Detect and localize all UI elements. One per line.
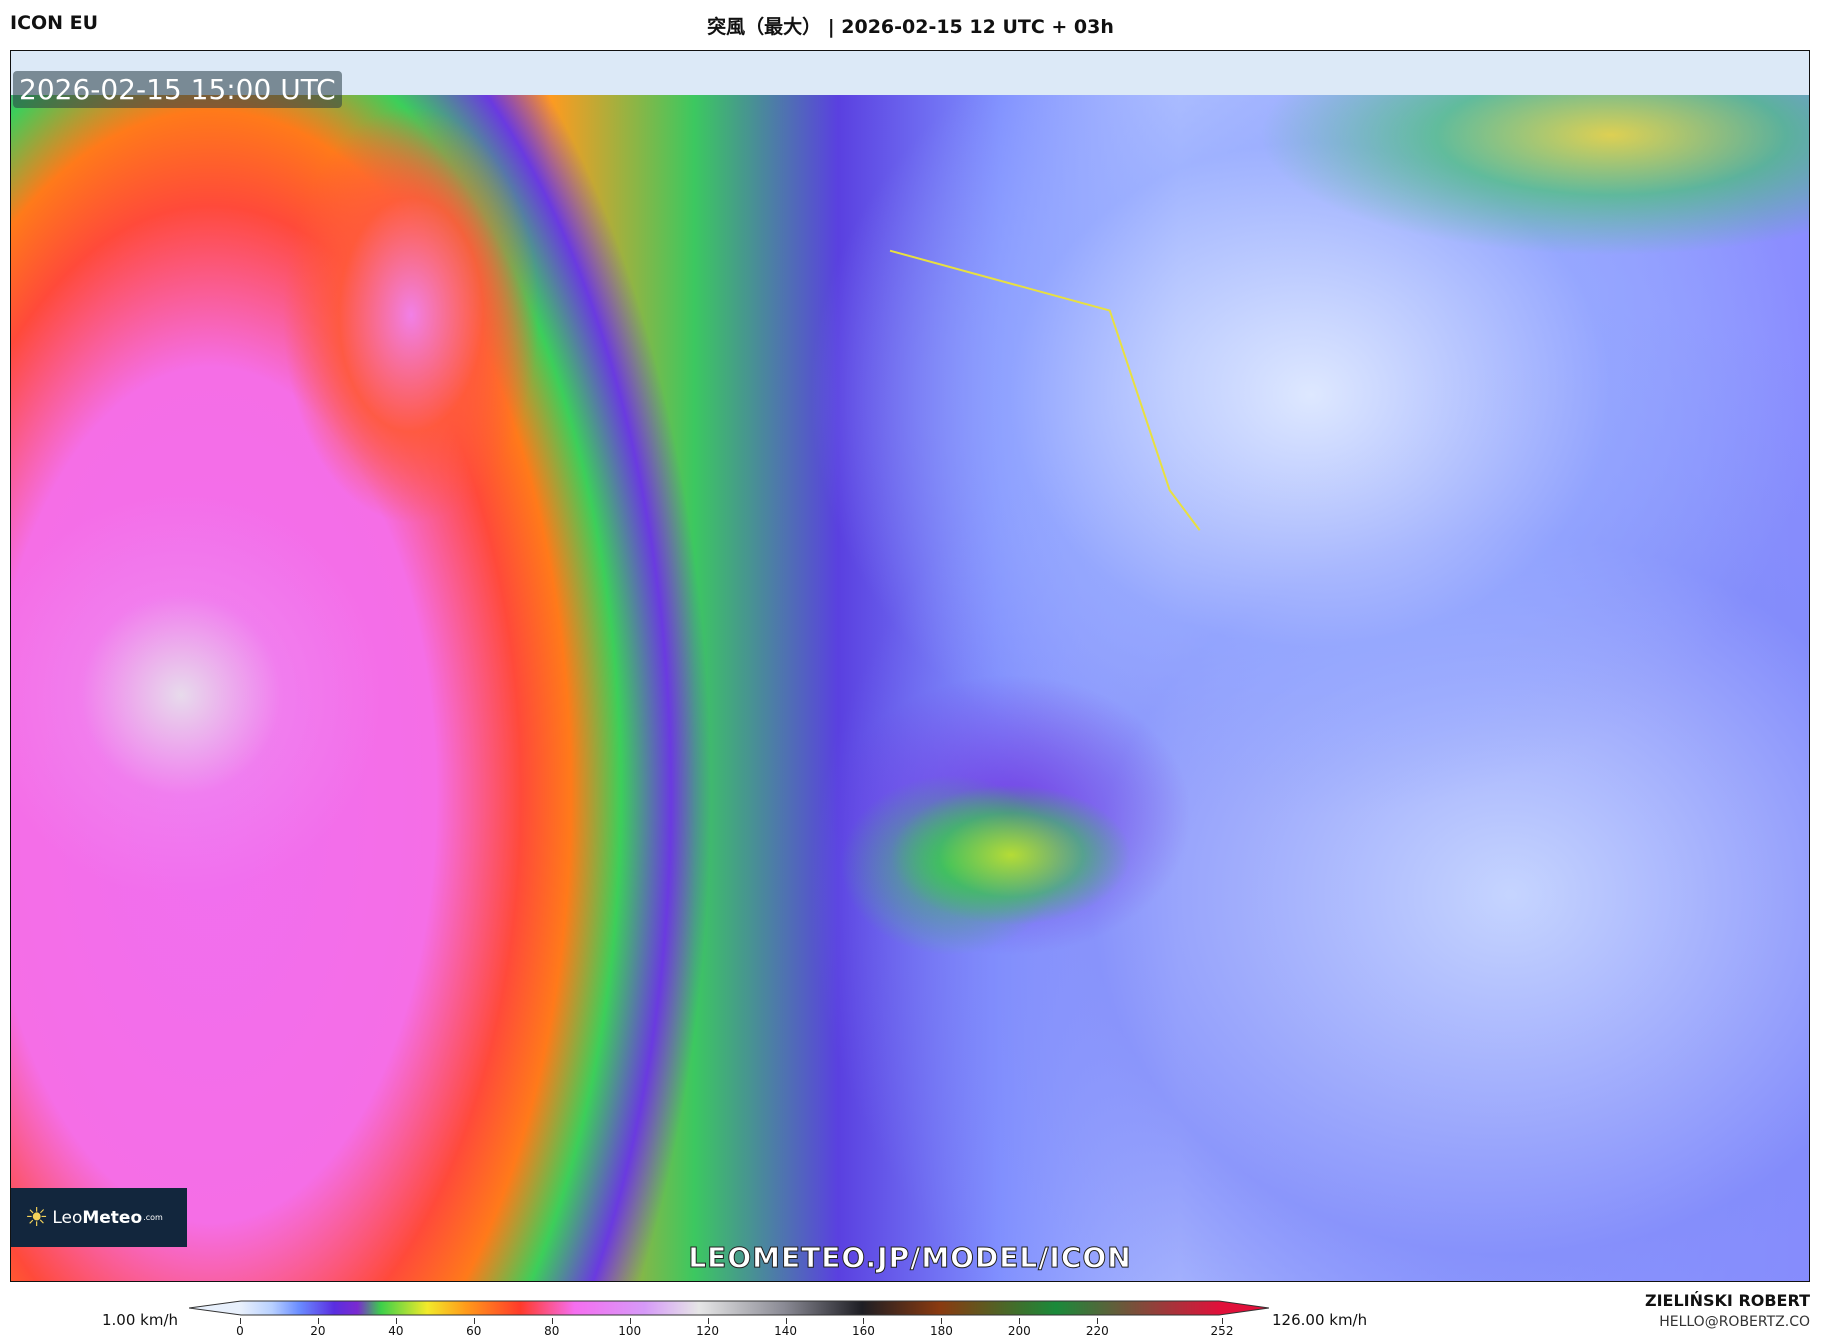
watermark: LEOMETEO.JP/MODEL/ICON	[688, 1241, 1132, 1275]
colorbar-min-label: 1.00 km/h	[102, 1311, 179, 1329]
colorbar-bar	[189, 1300, 1269, 1316]
valid-time-label: 2026-02-15 15:00 UTC	[13, 71, 342, 108]
country-borders	[889, 249, 1201, 531]
colorbar-tick-label: 40	[388, 1324, 404, 1338]
colorbar-tick-mark	[629, 1318, 631, 1324]
colorbar-tick-label: 252	[1210, 1324, 1234, 1338]
author-email: HELLO@ROBERTZ.CO	[1659, 1314, 1810, 1330]
colorbar-tick-label: 60	[466, 1324, 482, 1338]
colorbar-tick-mark	[785, 1318, 787, 1324]
colorbar-tick-label: 0	[236, 1324, 244, 1338]
colorbar-tick-label: 100	[618, 1324, 642, 1338]
colorbar-tick-mark	[551, 1318, 553, 1324]
model-name: ICON EU	[10, 12, 99, 34]
colorbar-tick-label: 80	[544, 1324, 560, 1338]
colorbar-tick-label: 120	[696, 1324, 720, 1338]
colorbar-max-label: 126.00 km/h	[1272, 1311, 1368, 1329]
colorbar-tick-label: 180	[929, 1324, 953, 1338]
colorbar	[189, 1300, 1269, 1316]
colorbar-tick-mark	[941, 1318, 943, 1324]
colorbar-tick-mark	[473, 1318, 475, 1324]
sun-icon: ☀	[25, 1202, 49, 1233]
colorbar-tick-label: 140	[774, 1324, 797, 1338]
map-title: 突風（最大） | 2026-02-15 12 UTC + 03h	[707, 16, 1114, 38]
logo-suffix: .com	[143, 1213, 163, 1222]
colorbar-tick-mark	[863, 1318, 865, 1324]
colorbar-tick-mark	[317, 1318, 319, 1324]
logo-text-light: Leo	[52, 1207, 83, 1228]
leometeo-logo: ☀ Leo Meteo .com	[11, 1188, 187, 1247]
colorbar-tick-label: 160	[852, 1324, 875, 1338]
border-line	[889, 249, 1201, 531]
colorbar-tick-label: 220	[1085, 1324, 1109, 1338]
colorbar-tick-mark	[1019, 1318, 1021, 1324]
colorbar-tick-label: 20	[310, 1324, 326, 1338]
colorbar-tick-mark	[1222, 1318, 1223, 1324]
colorbar-tick-mark	[240, 1318, 241, 1324]
colorbar-tick-mark	[707, 1318, 709, 1324]
wind-gust-map: 2026-02-15 15:00 UTC ☀ Leo Meteo .com LEOM…	[10, 50, 1810, 1282]
logo-text-bold: Meteo	[82, 1207, 143, 1228]
colorbar-tick-label: 200	[1007, 1324, 1031, 1338]
colorbar-tick-mark	[395, 1318, 397, 1324]
gust-field	[11, 95, 1809, 1281]
colorbar-tick-mark	[1097, 1318, 1099, 1324]
author-name: ZIELIŃSKI ROBERT	[1644, 1291, 1810, 1310]
